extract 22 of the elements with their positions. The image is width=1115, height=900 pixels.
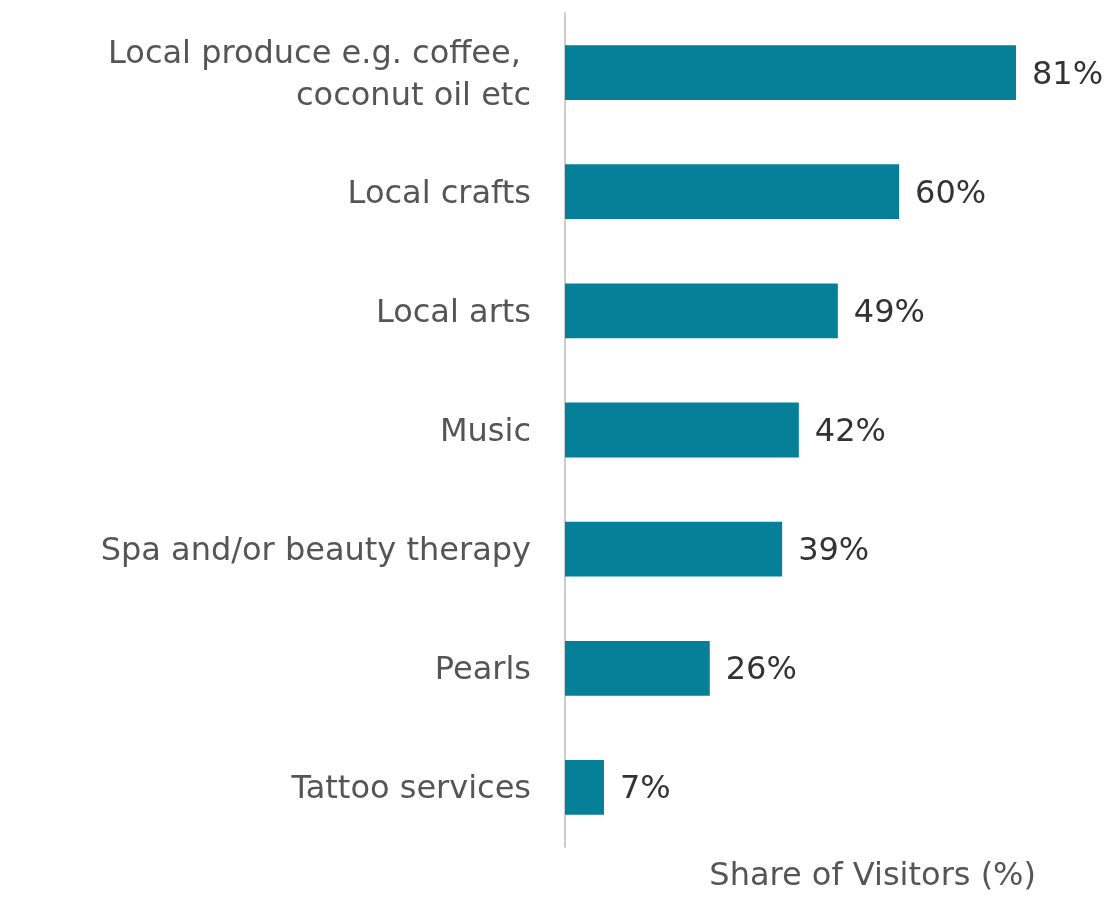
data-label: 7% xyxy=(619,768,671,807)
data-label: 49% xyxy=(853,291,925,330)
y-tick-label: Tattoo services xyxy=(290,768,531,807)
data-label: 39% xyxy=(798,530,870,569)
data-label: 26% xyxy=(725,649,797,688)
bar xyxy=(565,760,604,815)
bar xyxy=(565,164,900,220)
y-tick-label: Local crafts xyxy=(347,172,531,211)
data-label: 42% xyxy=(814,411,886,449)
y-tick-label: Local produce e.g. coffee, coconut oil etc xyxy=(108,32,531,113)
data-label: 60% xyxy=(915,172,987,211)
bar xyxy=(565,521,783,577)
y-tick-label: Pearls xyxy=(434,649,531,688)
bar xyxy=(565,45,1016,100)
bar xyxy=(565,402,799,458)
x-axis-title: Share of Visitors (%) xyxy=(709,855,1036,893)
bar xyxy=(565,640,710,696)
y-tick-label: Music xyxy=(439,411,531,449)
y-tick-label: Spa and/or beauty therapy xyxy=(100,530,531,569)
bar xyxy=(565,283,838,339)
y-tick-label: Local arts xyxy=(375,291,531,330)
data-label: 81% xyxy=(1032,53,1104,92)
